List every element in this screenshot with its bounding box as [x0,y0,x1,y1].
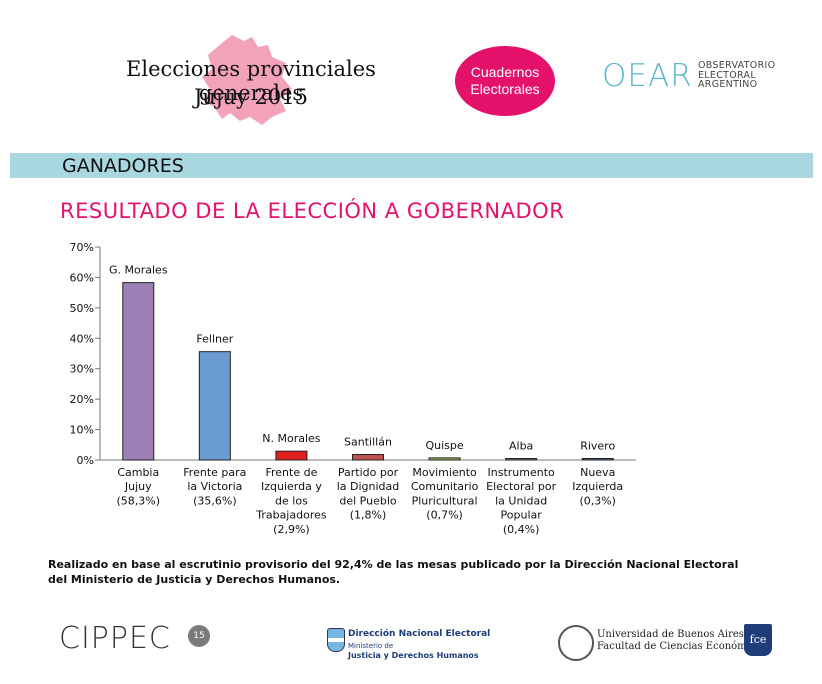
bar [581,458,614,461]
x-category-label: Nueva [580,466,615,479]
x-category-label: Frente para [183,466,246,479]
bar [428,457,461,461]
argentina-shield-icon [327,628,345,652]
bar [122,282,155,461]
y-tick-label: 70% [70,241,94,254]
badge-line2: Electorales [470,81,540,97]
y-tick-label: 20% [70,393,94,406]
x-category-label: Comunitario [411,480,479,493]
cippec-15-badge: 15 [188,625,210,647]
chart-title: RESULTADO DE LA ELECCIÓN A GOBERNADOR [60,199,565,223]
oear-line1: OBSERVATORIO [698,60,776,71]
x-category-label: Instrumento [488,466,556,479]
cippec-logo: CIPPEC [59,621,171,656]
bar [352,454,384,461]
y-tick-label: 60% [70,271,94,284]
cuadernos-electorales-badge: Cuadernos Electorales [455,46,555,116]
bar-chart: 0% 10% 20% 30% 40% 50% 60% 70% G. Morales CambiaJ… [70,241,636,536]
bar [275,450,308,461]
x-category-label: de los [275,494,308,507]
y-tick-label: 10% [70,424,94,437]
x-category-label: Pluricultural [412,494,478,507]
page-title-line2: Jujuy 2015 [194,85,308,109]
x-category-label: la Victoria [187,480,242,493]
x-category-label: (58,3%) [117,494,161,507]
y-tick-label: 0% [77,454,94,467]
section-band [10,153,813,178]
bar-data-label: Fellner [196,333,233,346]
bar [198,351,231,461]
x-category-label: la Dignidad [337,480,400,493]
bar-data-label: Quispe [425,439,463,452]
badge-line1: Cuadernos [470,64,540,80]
oear-line2: ELECTORAL [698,69,756,81]
footnote: Realizado en base al escrutinio provisor… [48,558,739,586]
x-category-label: Izquierda y [261,480,322,493]
bar-data-label: Rivero [580,440,615,453]
uba-logo-line2: Facultad de Ciencias Económicas [597,641,767,652]
x-category-label: la Unidad [495,494,547,507]
bar [505,458,538,461]
x-category-label: Popular [501,509,543,522]
oear-logo-text: OBSERVATORIO ELECTORAL ARGENTINO [698,61,775,90]
x-category-label: Izquierda [572,480,623,493]
x-category-label: Trabajadores [255,509,327,522]
y-tick-label: 40% [70,332,94,345]
y-tick-label: 30% [70,363,94,376]
x-category-label: (1,8%) [350,509,387,522]
y-tick-label: 50% [70,302,94,315]
x-category-label: Jujuy [124,480,152,493]
x-category-label: Electoral por [486,480,556,493]
uba-logo-line1: Universidad de Buenos Aires [597,629,744,640]
dne-logo-line3: Justicia y Derechos Humanos [348,651,479,660]
x-category-label: (35,6%) [193,494,237,507]
x-category-label: del Pueblo [339,494,397,507]
x-category-label: (0,7%) [426,509,463,522]
oear-line3: ARGENTINO [698,79,758,90]
bar-data-label: Alba [509,440,533,453]
bar-data-label: G. Morales [109,264,168,277]
x-category-label: Movimiento [412,466,477,479]
x-category-label: Frente de [265,466,317,479]
x-category-label: (0,3%) [579,494,616,507]
x-category-label: Cambia [117,466,159,479]
page-title-line1: Elecciones provinciales generales [126,57,376,105]
x-category-label: (0,4%) [503,523,540,536]
section-band-label: GANADORES [62,155,184,177]
dne-logo-line1: Dirección Nacional Electoral [348,629,491,639]
bar-data-label: Santillán [344,436,392,449]
x-category-label: (2,9%) [273,523,310,536]
x-category-label: Partido por [338,466,399,479]
oear-logo: OEAR [602,58,693,94]
uba-seal-icon [558,625,594,661]
dne-logo-line2: Ministerio de [348,642,394,650]
fce-logo: fce [744,624,772,656]
jujuy-map-icon [202,35,292,125]
bar-data-label: N. Morales [262,432,321,445]
